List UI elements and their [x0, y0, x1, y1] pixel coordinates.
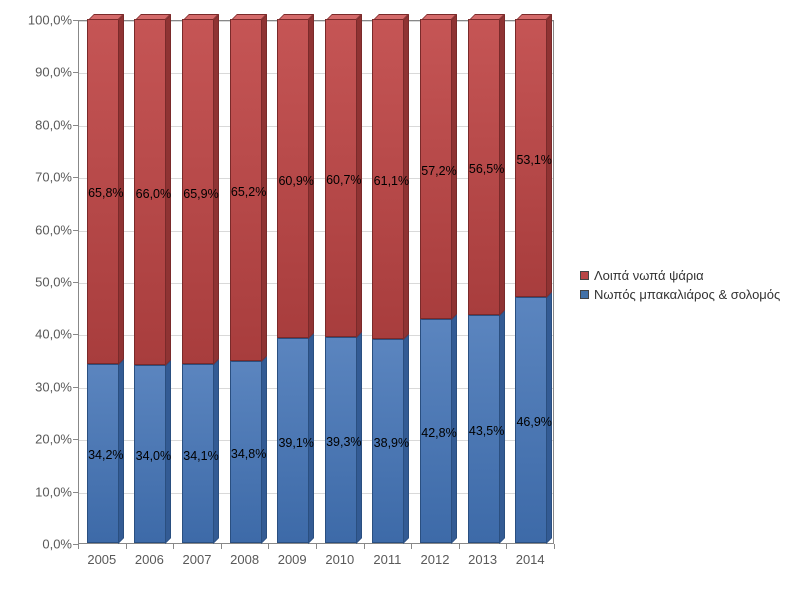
legend-item: Λοιπά νωπά ψάρια: [580, 268, 780, 283]
bar-group: [372, 19, 404, 543]
data-label-upper: 60,9%: [278, 174, 313, 188]
y-tick-label: 60,0%: [12, 222, 72, 237]
y-tick-mark: [73, 492, 78, 493]
y-tick-mark: [73, 439, 78, 440]
x-tick-mark: [316, 544, 317, 549]
x-tick-label: 2006: [135, 552, 164, 567]
data-label-lower: 38,9%: [374, 436, 409, 450]
legend-item: Νωπός μπακαλιάρος & σολομός: [580, 287, 780, 302]
y-tick-label: 20,0%: [12, 432, 72, 447]
bar-group: [420, 19, 452, 543]
legend-swatch-blue: [580, 290, 589, 299]
data-label-upper: 57,2%: [421, 164, 456, 178]
x-tick-mark: [173, 544, 174, 549]
x-tick-mark: [268, 544, 269, 549]
y-tick-label: 30,0%: [12, 379, 72, 394]
data-label-lower: 34,8%: [231, 447, 266, 461]
legend-label: Νωπός μπακαλιάρος & σολομός: [594, 287, 780, 302]
y-tick-mark: [73, 387, 78, 388]
bar-group: [87, 19, 119, 543]
bar-group: [134, 19, 166, 543]
bar-group: [468, 19, 500, 543]
y-tick-label: 10,0%: [12, 484, 72, 499]
y-tick-mark: [73, 230, 78, 231]
data-label-upper: 60,7%: [326, 173, 361, 187]
y-tick-mark: [73, 177, 78, 178]
y-tick-label: 40,0%: [12, 327, 72, 342]
y-tick-label: 90,0%: [12, 65, 72, 80]
bar-group: [515, 19, 547, 543]
data-label-lower: 39,3%: [326, 435, 361, 449]
y-tick-mark: [73, 334, 78, 335]
y-tick-mark: [73, 72, 78, 73]
x-tick-mark: [126, 544, 127, 549]
stacked-bar-chart: Λοιπά νωπά ψάρια Νωπός μπακαλιάρος & σολ…: [0, 0, 806, 595]
bar-group: [277, 19, 309, 543]
data-label-upper: 56,5%: [469, 162, 504, 176]
y-tick-label: 50,0%: [12, 275, 72, 290]
x-tick-mark: [221, 544, 222, 549]
data-label-upper: 65,2%: [231, 185, 266, 199]
x-tick-label: 2010: [325, 552, 354, 567]
x-tick-label: 2013: [468, 552, 497, 567]
data-label-lower: 46,9%: [516, 415, 551, 429]
data-label-lower: 43,5%: [469, 424, 504, 438]
data-label-upper: 61,1%: [374, 174, 409, 188]
x-tick-mark: [459, 544, 460, 549]
x-tick-mark: [554, 544, 555, 549]
x-tick-mark: [411, 544, 412, 549]
y-tick-label: 80,0%: [12, 117, 72, 132]
legend-swatch-red: [580, 271, 589, 280]
x-tick-mark: [506, 544, 507, 549]
x-tick-mark: [364, 544, 365, 549]
data-label-upper: 65,9%: [183, 187, 218, 201]
x-tick-label: 2008: [230, 552, 259, 567]
x-tick-label: 2011: [373, 552, 401, 567]
legend: Λοιπά νωπά ψάρια Νωπός μπακαλιάρος & σολ…: [580, 268, 780, 306]
y-tick-mark: [73, 282, 78, 283]
x-tick-label: 2014: [516, 552, 545, 567]
bar-group: [325, 19, 357, 543]
data-label-lower: 39,1%: [278, 436, 313, 450]
data-label-upper: 53,1%: [516, 153, 551, 167]
x-tick-mark: [78, 544, 79, 549]
y-tick-label: 0,0%: [12, 537, 72, 552]
y-tick-mark: [73, 20, 78, 21]
data-label-lower: 42,8%: [421, 426, 456, 440]
data-label-lower: 34,0%: [136, 449, 171, 463]
data-label-upper: 66,0%: [136, 187, 171, 201]
bar-group: [182, 19, 214, 543]
plot-area: [78, 20, 554, 544]
y-tick-label: 70,0%: [12, 170, 72, 185]
legend-label: Λοιπά νωπά ψάρια: [594, 268, 704, 283]
x-tick-label: 2005: [87, 552, 116, 567]
data-label-upper: 65,8%: [88, 186, 123, 200]
data-label-lower: 34,1%: [183, 449, 218, 463]
data-label-lower: 34,2%: [88, 448, 123, 462]
y-tick-label: 100,0%: [12, 13, 72, 28]
x-tick-label: 2012: [421, 552, 450, 567]
x-tick-label: 2009: [278, 552, 307, 567]
x-tick-label: 2007: [183, 552, 212, 567]
y-tick-mark: [73, 125, 78, 126]
bar-group: [230, 19, 262, 543]
